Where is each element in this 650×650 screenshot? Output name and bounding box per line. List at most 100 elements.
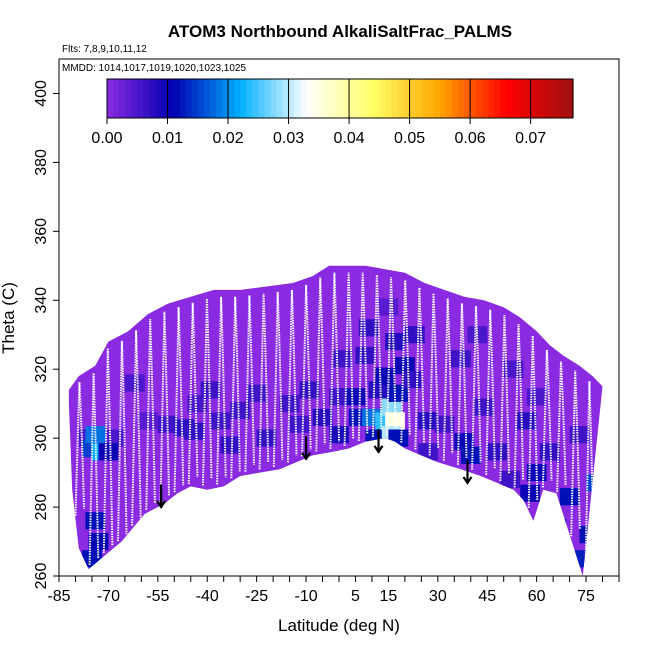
- colorbar-swatch: [488, 79, 495, 118]
- colorbar-swatch: [560, 79, 568, 118]
- colorbar-swatch: [300, 79, 308, 118]
- colorbar-swatch: [258, 79, 265, 118]
- arrow-annotation: [301, 436, 311, 461]
- chart-title: ATOM3 Northbound AlkaliSaltFrac_PALMS: [168, 22, 512, 41]
- flight-track: [570, 370, 581, 537]
- colorbar-swatch: [155, 79, 163, 118]
- colorbar-tick-label: 0.00: [91, 130, 122, 147]
- flight-track: [173, 307, 185, 493]
- colorbar-swatch: [385, 79, 393, 118]
- colorbar-swatch: [530, 79, 538, 118]
- flight-track: [428, 293, 440, 456]
- heatmap-cell: [526, 388, 547, 406]
- heatmap-cell: [460, 446, 481, 464]
- heatmap-cell: [418, 443, 438, 461]
- colorbar-tick-label: 0.07: [515, 130, 546, 147]
- x-tick-label: 30: [429, 588, 447, 605]
- heatmap-cell: [520, 484, 540, 502]
- colorbar-swatch: [464, 79, 471, 118]
- flight-track: [471, 305, 482, 470]
- colorbar-swatch: [312, 79, 320, 118]
- colorbar-swatch: [355, 79, 362, 118]
- colorbar-swatch: [367, 79, 374, 118]
- flight-track: [499, 315, 510, 481]
- heatmap-cell: [332, 350, 353, 368]
- colorbar-swatch: [288, 79, 296, 118]
- y-tick-label: 320: [33, 356, 50, 383]
- colorbar-swatch: [149, 79, 157, 118]
- colorbar-swatch: [566, 79, 574, 118]
- heatmap-cell: [526, 464, 547, 482]
- colorbar-swatch: [427, 79, 435, 118]
- colorbar-swatch: [246, 79, 253, 118]
- heatmap-cell: [329, 388, 349, 406]
- heatmap-cell: [256, 429, 277, 447]
- flight-track: [202, 298, 213, 486]
- heatmap-cell: [487, 443, 507, 461]
- flight-track: [301, 284, 312, 457]
- heatmap-cell: [589, 515, 603, 533]
- colorbar-swatch: [470, 79, 477, 118]
- flight-track: [541, 349, 553, 488]
- colorbar-swatch: [282, 79, 290, 118]
- colorbar-swatch: [518, 79, 526, 118]
- arrow-annotation: [156, 484, 167, 510]
- colorbar-swatch: [476, 79, 483, 118]
- flight-track: [343, 272, 355, 446]
- heatmap-cell: [345, 388, 366, 406]
- heatmap-cell: [230, 401, 251, 420]
- y-tick-label: 360: [33, 218, 50, 245]
- arrow-annotation: [373, 429, 384, 454]
- y-tick-label: 340: [33, 287, 50, 314]
- heatmap-cell: [246, 384, 267, 402]
- flight-track: [527, 335, 539, 508]
- colorbar-swatch: [179, 79, 187, 118]
- colorbar-swatch: [167, 79, 175, 118]
- colorbar-swatch: [161, 79, 169, 118]
- colorbar-swatch: [361, 79, 368, 118]
- heatmap-cell: [220, 436, 241, 454]
- colorbar-swatch: [209, 79, 217, 118]
- colorbar-swatch: [125, 79, 132, 118]
- flight-track: [258, 293, 270, 470]
- heatmap-cell: [553, 546, 573, 564]
- heatmap-cell: [539, 443, 560, 461]
- x-tick-label: 45: [478, 588, 496, 605]
- flight-track: [386, 277, 397, 436]
- colorbar-tick-label: 0.06: [455, 130, 486, 147]
- colorbar-swatch: [228, 79, 235, 118]
- colorbar-swatch: [240, 79, 247, 118]
- flight-track: [286, 289, 298, 463]
- colorbar-swatch: [536, 79, 544, 118]
- colorbar-swatch: [185, 79, 193, 118]
- colorbar-tick-label: 0.01: [152, 130, 183, 147]
- flight-track: [74, 381, 85, 516]
- colorbar-swatch: [191, 79, 199, 118]
- colorbar-swatch: [409, 79, 417, 118]
- colorbar-swatch: [379, 79, 386, 118]
- flight-track: [556, 361, 567, 492]
- heatmap-cell: [503, 360, 524, 378]
- colorbar-swatch: [445, 79, 453, 118]
- colorbar-swatch: [433, 79, 441, 118]
- colorbar-swatch: [318, 79, 326, 118]
- flight-track: [272, 291, 284, 467]
- heatmap-cell: [586, 474, 603, 492]
- heatmap-cell: [385, 333, 405, 351]
- x-tick-label: 75: [577, 588, 595, 605]
- colorbar-swatch: [421, 79, 429, 118]
- flight-track: [371, 274, 383, 437]
- heatmap-cell: [375, 367, 395, 385]
- colorbar-swatch: [548, 79, 556, 118]
- colorbar-swatch: [131, 79, 138, 118]
- colorbar-swatch: [343, 79, 350, 118]
- dates-note: MMDD: 1014,1017,1019,1020,1023,1025: [62, 63, 246, 74]
- colorbar-swatch: [439, 79, 447, 118]
- x-tick-label: -85: [47, 588, 70, 605]
- flight-track: [216, 296, 227, 485]
- colorbar-swatch: [336, 79, 344, 118]
- flight-track: [230, 296, 241, 479]
- colorbar-swatch: [270, 79, 278, 118]
- colorbar-tick-label: 0.02: [212, 130, 243, 147]
- flight-track: [102, 348, 114, 554]
